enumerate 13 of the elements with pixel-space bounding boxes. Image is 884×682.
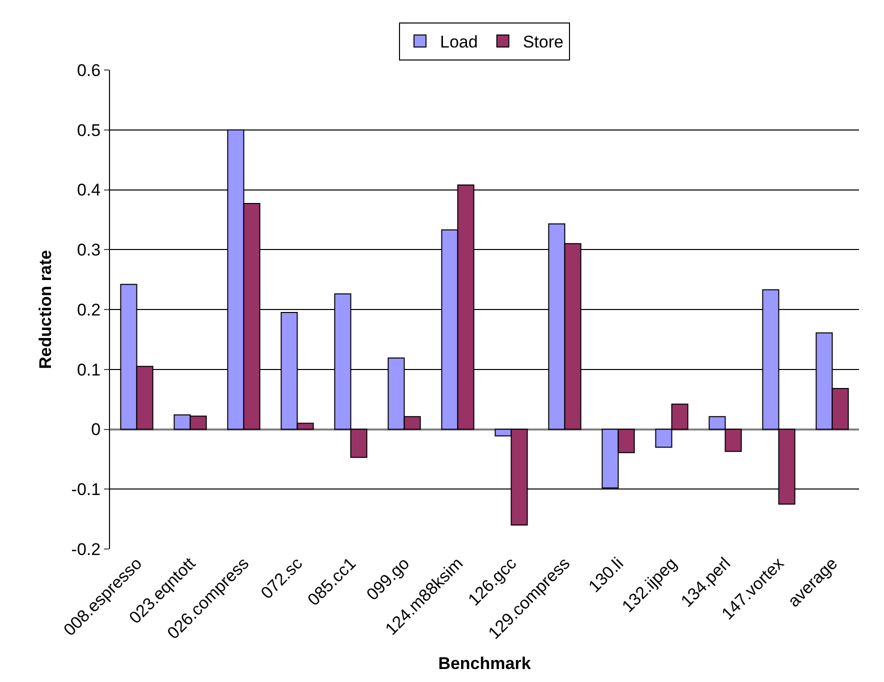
y-axis-title: Reduction rate [36, 250, 55, 370]
y-tick-label: -0.2 [71, 540, 101, 559]
y-tick-label: 0 [91, 420, 101, 440]
legend-label: Load [440, 32, 478, 52]
y-tick-label: 0.2 [76, 300, 101, 320]
legend-label: Store [522, 32, 564, 52]
y-tick-label: 0.6 [76, 60, 101, 80]
y-tick-label: -0.1 [71, 480, 101, 500]
x-axis-title: Benchmark [438, 654, 532, 674]
y-tick-label: 0.5 [76, 120, 101, 140]
y-tick-label: 0.1 [76, 360, 101, 380]
y-tick-label: 0.3 [76, 240, 101, 260]
y-tick-label: 0.4 [76, 180, 101, 200]
